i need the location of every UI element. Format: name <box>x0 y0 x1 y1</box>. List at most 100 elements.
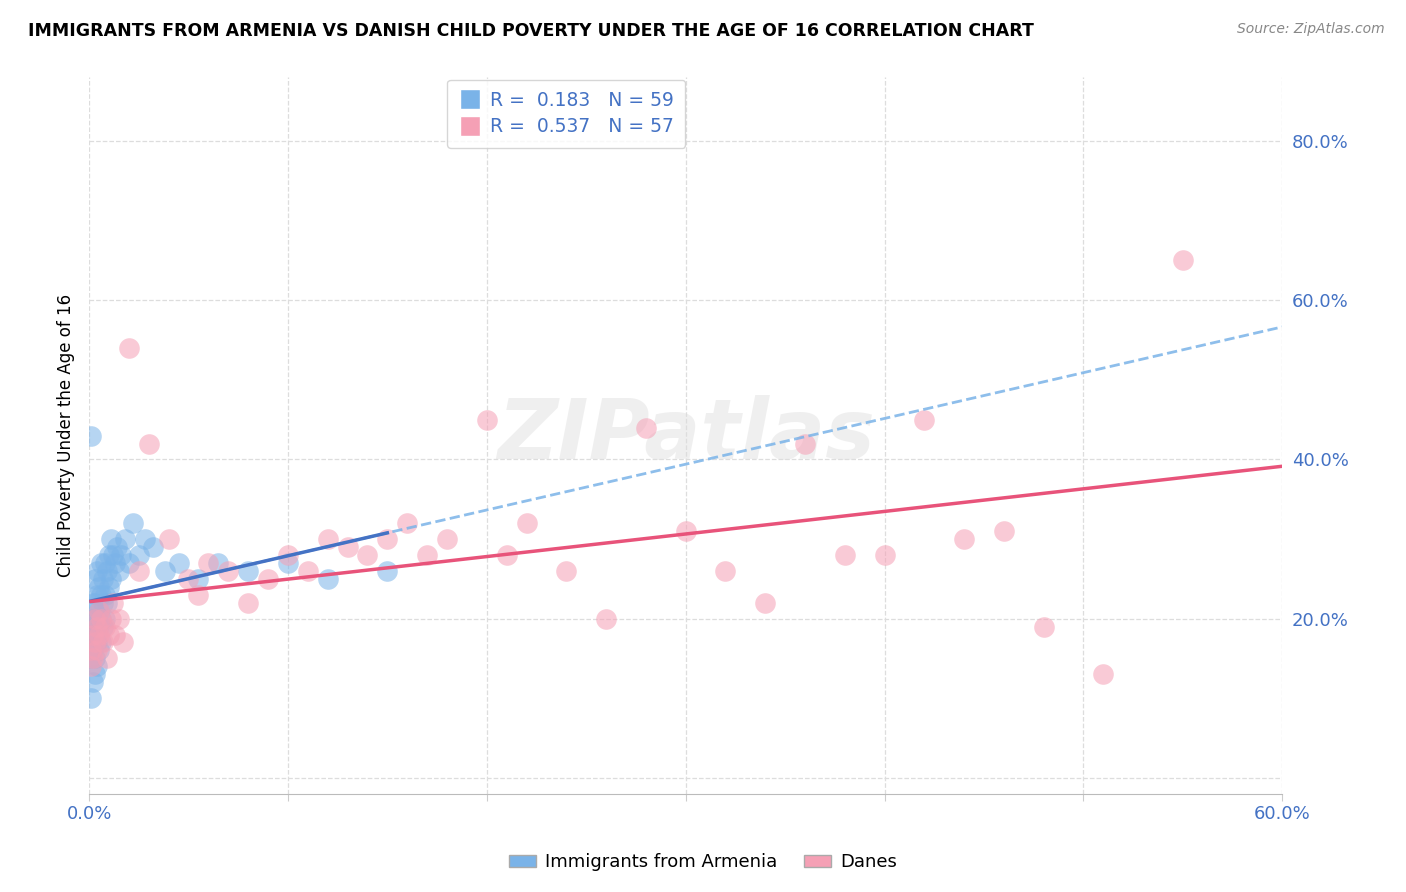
Point <box>167 556 190 570</box>
Point <box>86 619 108 633</box>
Point <box>91 596 114 610</box>
Text: IMMIGRANTS FROM ARMENIA VS DANISH CHILD POVERTY UNDER THE AGE OF 16 CORRELATION : IMMIGRANTS FROM ARMENIA VS DANISH CHILD … <box>28 22 1033 40</box>
Point <box>82 611 104 625</box>
Point <box>416 548 439 562</box>
Point <box>86 643 108 657</box>
Point <box>87 604 110 618</box>
Point <box>87 627 110 641</box>
Point <box>794 436 817 450</box>
Point <box>634 420 657 434</box>
Point <box>257 572 280 586</box>
Point <box>87 643 110 657</box>
Point <box>82 596 104 610</box>
Point <box>86 611 108 625</box>
Point <box>84 611 107 625</box>
Point <box>377 532 399 546</box>
Point <box>118 556 141 570</box>
Point <box>110 548 132 562</box>
Point <box>97 548 120 562</box>
Point <box>1171 253 1194 268</box>
Point <box>80 659 103 673</box>
Point <box>108 564 131 578</box>
Point <box>97 580 120 594</box>
Point <box>277 548 299 562</box>
Point <box>94 611 117 625</box>
Point <box>834 548 856 562</box>
Point <box>90 635 112 649</box>
Point <box>87 580 110 594</box>
Point <box>187 588 209 602</box>
Point <box>108 611 131 625</box>
Point <box>96 564 118 578</box>
Point <box>754 596 776 610</box>
Point <box>297 564 319 578</box>
Point <box>277 556 299 570</box>
Point <box>121 516 143 530</box>
Point <box>80 651 103 665</box>
Point <box>100 532 122 546</box>
Point <box>111 635 134 649</box>
Point <box>82 675 104 690</box>
Point <box>101 596 124 610</box>
Point <box>80 428 103 442</box>
Point <box>84 572 107 586</box>
Point <box>134 532 156 546</box>
Point <box>118 341 141 355</box>
Point <box>114 532 136 546</box>
Text: Source: ZipAtlas.com: Source: ZipAtlas.com <box>1237 22 1385 37</box>
Point <box>91 572 114 586</box>
Point <box>217 564 239 578</box>
Point <box>96 651 118 665</box>
Point <box>90 611 112 625</box>
Point <box>91 635 114 649</box>
Point <box>80 691 103 706</box>
Point <box>94 556 117 570</box>
Point <box>100 611 122 625</box>
Point <box>84 635 107 649</box>
Point <box>142 540 165 554</box>
Point <box>87 604 110 618</box>
Point <box>236 596 259 610</box>
Point <box>96 596 118 610</box>
Point <box>86 588 108 602</box>
Point <box>90 556 112 570</box>
Point <box>84 627 107 641</box>
Point <box>714 564 737 578</box>
Point <box>495 548 517 562</box>
Point <box>105 540 128 554</box>
Point <box>1032 619 1054 633</box>
Point <box>82 627 104 641</box>
Point <box>97 627 120 641</box>
Point <box>436 532 458 546</box>
Point <box>177 572 200 586</box>
Point <box>912 412 935 426</box>
Point <box>675 524 697 538</box>
Point <box>84 611 107 625</box>
Point <box>873 548 896 562</box>
Point <box>82 627 104 641</box>
Point <box>87 619 110 633</box>
Point <box>396 516 419 530</box>
Point <box>187 572 209 586</box>
Point <box>516 516 538 530</box>
Point <box>157 532 180 546</box>
Point <box>104 556 127 570</box>
Point <box>86 564 108 578</box>
Point <box>993 524 1015 538</box>
Point <box>101 548 124 562</box>
Point <box>595 611 617 625</box>
Text: ZIPatlas: ZIPatlas <box>496 395 875 476</box>
Legend: R =  0.183   N = 59, R =  0.537   N = 57: R = 0.183 N = 59, R = 0.537 N = 57 <box>447 79 686 148</box>
Point <box>475 412 498 426</box>
Point <box>128 564 150 578</box>
Point <box>84 596 107 610</box>
Point <box>100 572 122 586</box>
Point <box>128 548 150 562</box>
Point <box>153 564 176 578</box>
Point <box>138 436 160 450</box>
Point <box>82 651 104 665</box>
Point <box>90 588 112 602</box>
Point <box>86 635 108 649</box>
Point <box>94 619 117 633</box>
Point <box>953 532 976 546</box>
